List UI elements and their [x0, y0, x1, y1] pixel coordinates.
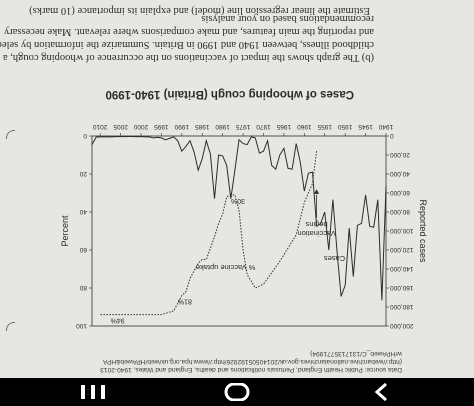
vaccine-uptake-line: [100, 151, 318, 316]
y-tick-label-percent: 20: [79, 170, 87, 177]
whooping-cough-chart: 1940 1945 1950 1955 1960 1965 1970 1975 1980 1985…: [60, 123, 428, 329]
x-tick-label: 2000: [133, 123, 148, 130]
photographed-paper: Estimate the linear regression line (mod…: [0, 0, 474, 378]
vaccination-arrow-head: [314, 189, 320, 194]
y-tick-label-cases: 180,000: [390, 303, 414, 310]
label-30-percent: 30%: [231, 197, 245, 204]
recent-apps-icon[interactable]: [78, 383, 108, 401]
chart-title: Cases of whooping cough (Britain) 1940-1…: [105, 88, 354, 100]
y-tick-label-cases: 200,000: [390, 322, 414, 329]
y-tick-label-cases: 40,000: [390, 170, 410, 177]
margin-mark-bottom: [6, 322, 15, 331]
label-94-percent: 94%: [111, 317, 125, 324]
question-b-line-1: (b) The graph shows the impact of vaccin…: [3, 52, 374, 63]
x-tick-label: 1985: [195, 123, 210, 130]
y-tick-label-percent: 60: [79, 246, 87, 253]
x-tick-label: 2010: [93, 123, 108, 130]
x-tick-label: 1975: [235, 123, 250, 130]
x-tick-label: 1945: [358, 123, 373, 130]
y-tick-label-percent: 0: [83, 132, 87, 139]
upside-down-page: Estimate the linear regression line (mod…: [0, 5, 428, 373]
label-cases: Cases: [324, 254, 346, 263]
x-tick-label: 2005: [113, 123, 128, 130]
source-line-2: (http://webarchive.nationalarchives.gov.…: [103, 358, 402, 365]
x-tick-label: 1960: [297, 123, 312, 130]
cases-line: [91, 135, 387, 301]
y-tick-label-percent: 80: [79, 284, 87, 291]
back-icon[interactable]: [370, 383, 394, 401]
home-icon[interactable]: [222, 383, 252, 401]
y-tick-label-cases: 100,000: [390, 227, 414, 234]
x-tick-label: 1955: [317, 123, 332, 130]
y-tick-label-cases: 160,000: [390, 284, 414, 291]
x-tick-label: 1970: [256, 123, 271, 130]
source-line-3: w/HPAweb_C/1317135771994): [310, 350, 402, 357]
y-axis-title-percent: Percent: [60, 215, 70, 247]
y-tick-label-cases: 0: [390, 132, 394, 139]
navigation-bar: [0, 378, 474, 406]
x-tick-label: 1980: [215, 123, 230, 130]
label-vaccine-uptake: % Vaccine uptake: [196, 263, 255, 272]
x-tick-label: 1990: [174, 123, 189, 130]
label-vaccination-begins: begins: [305, 220, 327, 229]
x-tick-label: 1940: [378, 123, 393, 130]
label-vaccination: Vaccination: [297, 229, 335, 238]
question-b-line-4: recommendations based on your analysis: [201, 13, 374, 24]
y-tick-label-percent: 100: [76, 322, 87, 329]
y-tick-label-cases: 60,000: [390, 189, 410, 196]
x-tick-label: 1965: [276, 123, 291, 130]
source-line-1: Data source: Public Health England, Pert…: [100, 366, 402, 373]
x-tick-label: 1950: [338, 123, 353, 130]
label-81-percent: 81%: [178, 298, 192, 305]
y-axis-title-cases: Reported cases: [418, 199, 428, 263]
y-tick-label-percent: 40: [79, 208, 87, 215]
plot-frame: [91, 135, 387, 327]
y-tick-label-cases: 120,000: [390, 246, 414, 253]
y-tick-label-cases: 140,000: [390, 265, 414, 272]
question-b-line-3: and reporting the main features, and mak…: [4, 26, 374, 37]
y-tick-label-cases: 20,000: [390, 151, 410, 158]
margin-mark-top: [6, 130, 15, 139]
question-b-line-2: childhood illness, between 1940 and 1990…: [0, 39, 374, 50]
y-tick-label-cases: 80,000: [390, 208, 410, 215]
x-tick-label: 1995: [154, 123, 169, 130]
